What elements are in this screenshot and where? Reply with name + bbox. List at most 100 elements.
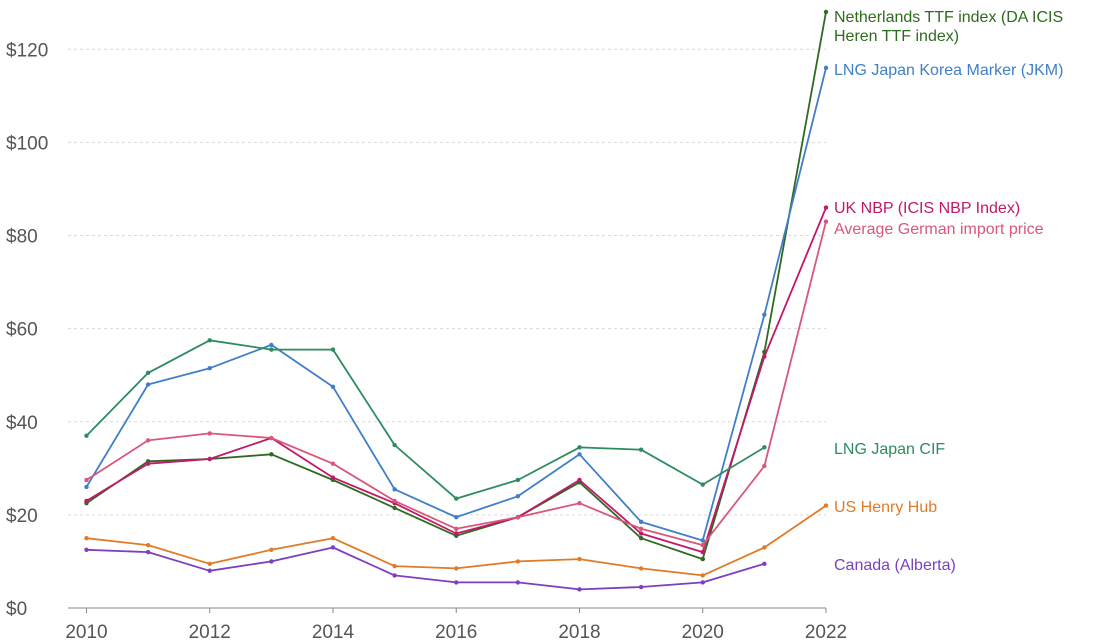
series-label: US Henry Hub: [834, 499, 937, 516]
x-tick-label: 2018: [558, 622, 600, 641]
data-point: [823, 65, 829, 71]
data-point: [269, 342, 274, 348]
data-point: [762, 354, 767, 359]
data-point: [269, 559, 274, 564]
data-point: [577, 477, 582, 483]
data-point: [84, 498, 89, 504]
data-point: [638, 447, 644, 452]
series-lines: [84, 9, 829, 592]
series-labels: Netherlands TTF index (DA ICIS Heren TTF …: [834, 9, 1063, 574]
y-tick-label: $60: [6, 320, 38, 341]
data-point: [638, 535, 644, 541]
series-line: [86, 546, 765, 591]
data-point: [638, 526, 644, 532]
y-tick-label: $120: [6, 40, 48, 61]
series-0: [84, 9, 829, 562]
data-point: [330, 545, 336, 550]
series-2: [84, 205, 829, 555]
data-point: [638, 531, 644, 536]
data-point: [454, 496, 459, 501]
series-label: Canada (Alberta): [834, 557, 956, 574]
data-point: [577, 452, 582, 457]
data-point: [145, 438, 151, 443]
data-point: [515, 477, 521, 483]
data-point: [454, 526, 459, 532]
data-point: [762, 545, 767, 550]
data-point: [145, 542, 151, 548]
series-label-line: Canada (Alberta): [834, 557, 956, 574]
data-point: [823, 503, 829, 508]
series-label-line: LNG Japan Korea Marker (JKM): [834, 62, 1063, 79]
data-point: [700, 542, 705, 548]
data-point: [269, 452, 274, 457]
y-tick-label: $0: [6, 599, 27, 620]
data-point: [762, 312, 767, 317]
data-point: [207, 456, 212, 462]
data-point: [823, 205, 829, 210]
data-point: [700, 573, 705, 578]
data-point: [823, 219, 829, 224]
y-tick-label: $100: [6, 133, 48, 154]
data-point: [577, 587, 582, 592]
y-tick-label: $20: [6, 506, 38, 527]
series-line: [85, 339, 765, 500]
series-5: [84, 503, 829, 578]
data-point: [454, 515, 459, 520]
series-6: [84, 545, 767, 592]
data-point: [700, 549, 705, 555]
data-point: [762, 463, 767, 469]
data-point: [454, 580, 459, 585]
series-label-line: Heren TTF index): [834, 28, 959, 45]
data-point: [515, 515, 521, 520]
x-axis: 2010 2012 2014 2016 2018 2020 2022: [65, 608, 847, 641]
data-point: [515, 559, 521, 564]
data-point: [638, 566, 644, 571]
data-point: [638, 584, 644, 590]
x-tick-label: 2020: [682, 622, 724, 641]
series-label-line: Average German import price: [834, 221, 1044, 238]
data-point: [638, 519, 644, 525]
data-point: [330, 384, 336, 390]
data-point: [454, 531, 459, 536]
series-line: [85, 67, 827, 542]
data-point: [762, 445, 767, 450]
data-point: [84, 477, 89, 483]
x-tick-label: 2022: [805, 622, 847, 641]
series-label: Average German import price: [834, 221, 1044, 238]
data-point: [207, 568, 212, 573]
data-point: [700, 556, 705, 562]
series-label: LNG Japan CIF: [834, 441, 945, 458]
data-point: [392, 498, 397, 504]
data-point: [330, 475, 336, 480]
data-point: [700, 482, 705, 487]
data-point: [330, 535, 336, 541]
data-point: [577, 445, 582, 450]
data-point: [145, 370, 151, 376]
data-point: [269, 347, 274, 352]
y-tick-label: $40: [6, 413, 38, 434]
x-tick-label: 2010: [65, 622, 107, 641]
x-tick-label: 2014: [312, 622, 355, 641]
data-point: [207, 431, 212, 436]
x-tick-label: 2016: [435, 622, 477, 641]
gridlines: [68, 48, 826, 609]
data-point: [84, 535, 89, 541]
data-point: [207, 561, 212, 566]
data-point: [145, 461, 151, 466]
series-label-line: UK NBP (ICIS NBP Index): [834, 200, 1020, 217]
y-axis: $0 $20 $40 $60 $80 $100 $120: [6, 40, 48, 620]
data-point: [207, 366, 212, 371]
data-point: [577, 501, 582, 506]
x-tick-label: 2012: [189, 622, 231, 641]
data-point: [269, 547, 274, 552]
data-point: [577, 556, 582, 562]
data-point: [392, 505, 397, 511]
series-label-line: US Henry Hub: [834, 499, 937, 516]
data-point: [762, 561, 767, 566]
data-point: [84, 547, 89, 552]
data-point: [84, 484, 89, 490]
data-point: [392, 563, 397, 569]
data-point: [392, 442, 397, 448]
data-point: [207, 338, 212, 343]
